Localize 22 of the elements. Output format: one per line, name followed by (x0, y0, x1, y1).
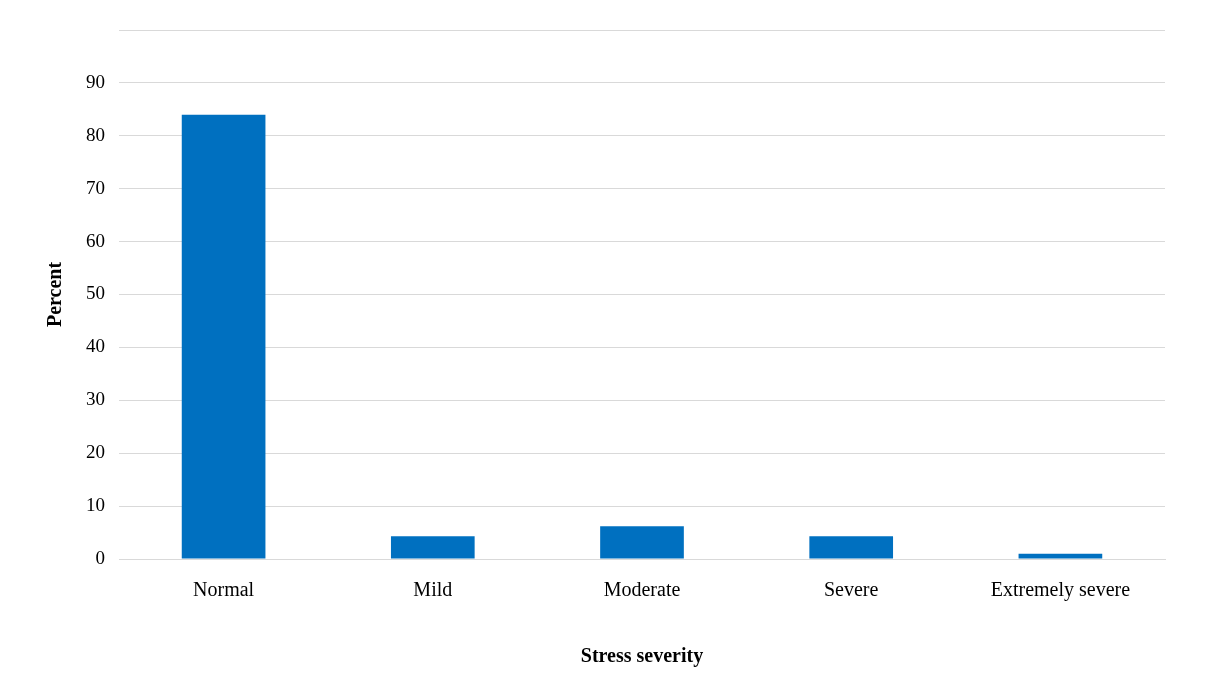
bar (181, 114, 266, 559)
y-tick-label: 30 (86, 388, 105, 410)
bar (809, 536, 894, 559)
y-tick-label: 50 (86, 282, 105, 304)
y-tick-label: 10 (86, 494, 105, 516)
y-axis-title: Percent (43, 261, 66, 328)
y-tick-label: 0 (95, 546, 105, 568)
y-tick-label: 40 (86, 335, 105, 357)
y-tick-label: 60 (86, 229, 105, 251)
x-tick-label: Normal (193, 578, 255, 601)
x-tick-label: Mild (413, 578, 453, 601)
y-tick-label: 20 (86, 441, 105, 463)
x-axis-title: Stress severity (580, 644, 704, 668)
x-tick-label: Severe (823, 578, 879, 601)
y-tick-label: 80 (86, 123, 105, 145)
bar (1018, 553, 1103, 559)
y-tick-label: 70 (86, 176, 105, 198)
bar (600, 526, 684, 559)
y-tick-label: 90 (86, 70, 105, 92)
x-tick-label: Extremely severe (990, 578, 1131, 602)
x-tick-label: Moderate (603, 578, 681, 601)
bar (390, 536, 475, 559)
